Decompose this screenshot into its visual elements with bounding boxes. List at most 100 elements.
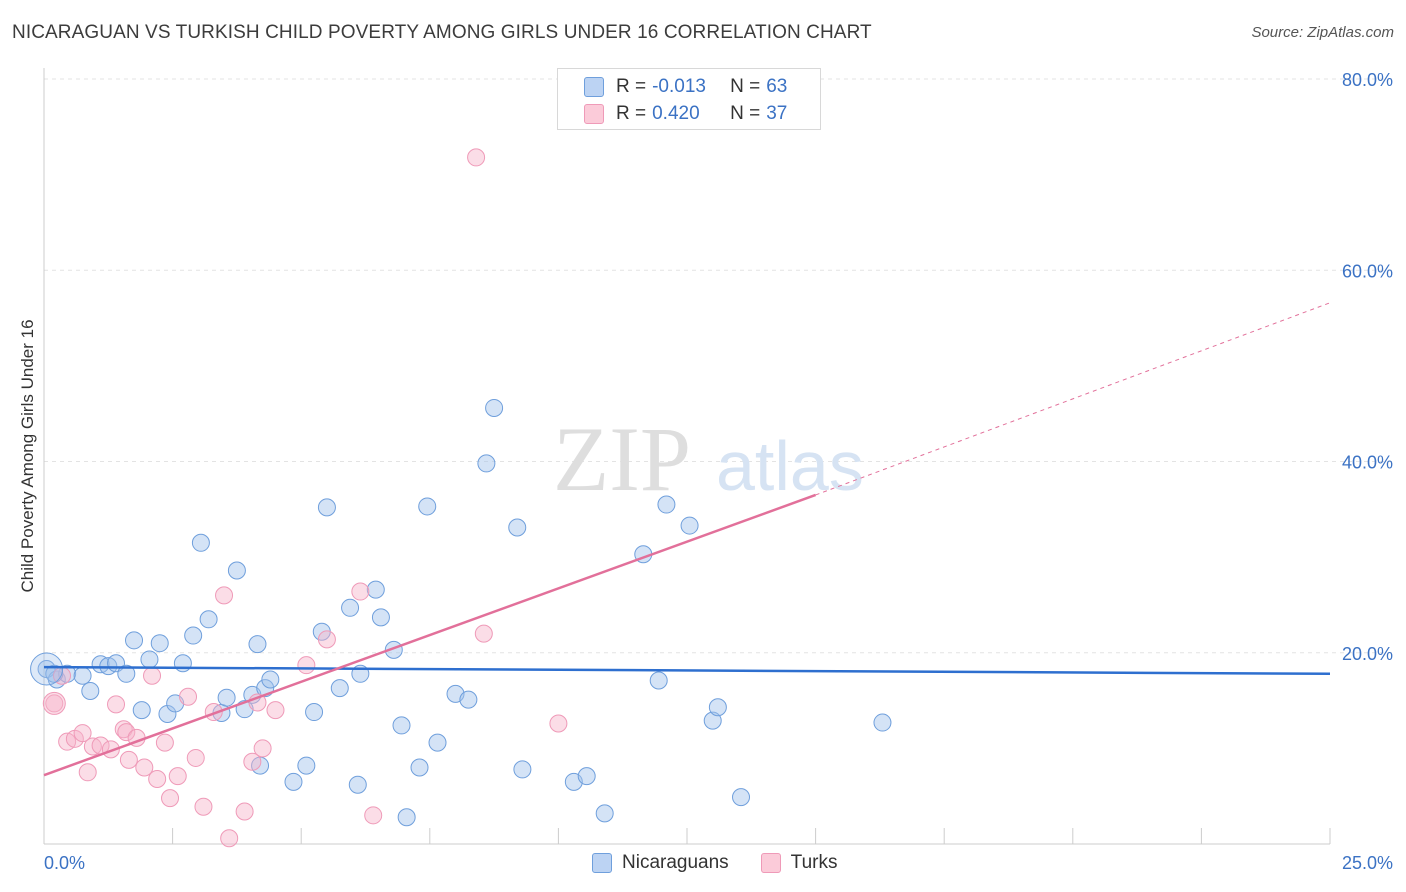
nicaraguan-point — [158, 704, 177, 723]
nicaraguan-point — [397, 808, 416, 827]
y-tick-label: 40.0% — [1342, 453, 1393, 473]
nicaraguan-point — [477, 454, 496, 473]
nicaraguan-point — [261, 670, 280, 689]
turkish-point — [235, 802, 254, 821]
nicaraguan-point — [248, 635, 267, 654]
legend-n-value: 37 — [766, 103, 788, 124]
turkish-cluster-point — [42, 691, 66, 715]
nicaraguan-point — [577, 767, 596, 786]
turkish-point — [194, 797, 213, 816]
nicaraguan-point — [366, 580, 385, 599]
legend-item-turks: Turks — [760, 852, 838, 874]
nicaraguan-point — [284, 772, 303, 791]
nicaraguan-point — [81, 682, 100, 700]
nicaraguan-point — [873, 713, 892, 732]
turkish-point — [253, 739, 272, 758]
legend-n-label: N = — [730, 76, 761, 97]
turkish-point — [549, 714, 568, 733]
turkish-point — [73, 724, 92, 743]
nicaraguan-point — [392, 716, 411, 735]
turkish-point — [45, 694, 64, 713]
turkish-point — [351, 582, 370, 601]
legend-n-label: N = — [730, 103, 761, 124]
turkish-point — [220, 829, 239, 848]
nicaraguan-point — [150, 634, 169, 653]
turkish-point — [243, 752, 262, 771]
legend-swatch-pink — [584, 104, 604, 124]
y-tick-labels: 20.0% 40.0% 60.0% 80.0% — [1342, 70, 1393, 664]
axes — [43, 68, 1331, 845]
y-tick-label: 80.0% — [1342, 70, 1393, 90]
nicaraguan-point — [173, 654, 192, 673]
turkish-point — [179, 687, 198, 706]
turkish-trend-line — [43, 493, 817, 777]
legend-swatch-blue — [584, 77, 604, 97]
nicaraguan-point — [732, 788, 751, 807]
nicaraguan-point — [649, 671, 668, 690]
nicaraguan-cluster-point — [30, 652, 64, 686]
turkish-point — [155, 733, 174, 752]
series-legend: Nicaraguans Turks — [592, 852, 869, 874]
nicaraguan-point — [485, 398, 504, 417]
turkish-point — [83, 737, 102, 756]
nicaraguan-point — [227, 561, 246, 580]
legend-swatch-pink — [760, 853, 781, 873]
source-label: Source: ZipAtlas.com — [1251, 24, 1394, 41]
turkish-point — [317, 630, 336, 649]
turkish-point — [78, 763, 97, 782]
nicaraguan-point — [330, 679, 349, 698]
turkish-point — [168, 767, 187, 786]
y-axis-label: Child Poverty Among Girls Under 16 — [18, 319, 37, 592]
turkish-point — [114, 720, 133, 739]
turkish-point — [107, 695, 126, 714]
legend-r-value: 0.420 — [652, 103, 700, 124]
nicaraguan-point — [45, 664, 64, 683]
nicaraguan-point — [117, 664, 136, 683]
nicaraguan-point — [428, 733, 447, 752]
turkish-point — [266, 701, 285, 720]
nicaraguan-point — [132, 701, 151, 720]
nicaraguan-point — [297, 756, 316, 775]
legend-label-nicaraguans: Nicaraguans — [622, 852, 729, 873]
nicaraguan-point — [657, 495, 676, 514]
nicaraguan-point — [459, 690, 478, 709]
watermark: ZIP atlas — [553, 408, 864, 510]
legend-r-label: R = — [616, 103, 647, 124]
legend-row-turks: R = 0.420 N = 37 — [584, 101, 787, 127]
nicaraguan-point — [371, 608, 390, 627]
legend-swatch-blue — [592, 853, 612, 873]
legend-r-value: -0.013 — [652, 76, 706, 97]
nicaraguan-point — [680, 516, 699, 535]
watermark-atlas: atlas — [716, 427, 864, 505]
turkish-point — [135, 758, 154, 777]
nicaraguan-point — [708, 698, 727, 717]
nicaraguan-point — [217, 688, 236, 707]
turkish-point — [467, 148, 486, 167]
turkish-point — [186, 748, 205, 767]
x-tick-label-min: 0.0% — [44, 853, 85, 873]
nicaraguan-point — [125, 631, 144, 650]
legend-n-value: 63 — [766, 76, 788, 97]
turkish-point — [474, 624, 493, 643]
turkish-point — [161, 789, 180, 808]
correlation-legend: R = -0.013 N = 63 R = 0.420 N = 37 — [557, 68, 821, 130]
nicaraguan-point — [184, 626, 203, 645]
legend-item-nicaraguans: Nicaraguans — [592, 852, 729, 874]
chart-title: NICARAGUAN VS TURKISH CHILD POVERTY AMON… — [12, 22, 872, 43]
nicaraguan-point — [418, 497, 437, 516]
turkish-point — [148, 769, 167, 788]
trend-lines — [43, 302, 1331, 777]
nicaraguan-point — [703, 711, 722, 730]
turkish-point — [215, 586, 234, 605]
turkish-point — [119, 750, 138, 769]
nicaraguan-point — [508, 518, 527, 537]
turkish-trend-extension — [815, 302, 1331, 496]
x-tick-label-max: 25.0% — [1342, 853, 1393, 873]
nicaraguan-point — [191, 533, 210, 552]
y-tick-label: 60.0% — [1342, 261, 1393, 281]
legend-label-turks: Turks — [790, 852, 838, 873]
turkish-point — [117, 723, 136, 742]
turkish-point — [297, 656, 316, 675]
nicaraguan-trend-line — [43, 665, 1331, 676]
